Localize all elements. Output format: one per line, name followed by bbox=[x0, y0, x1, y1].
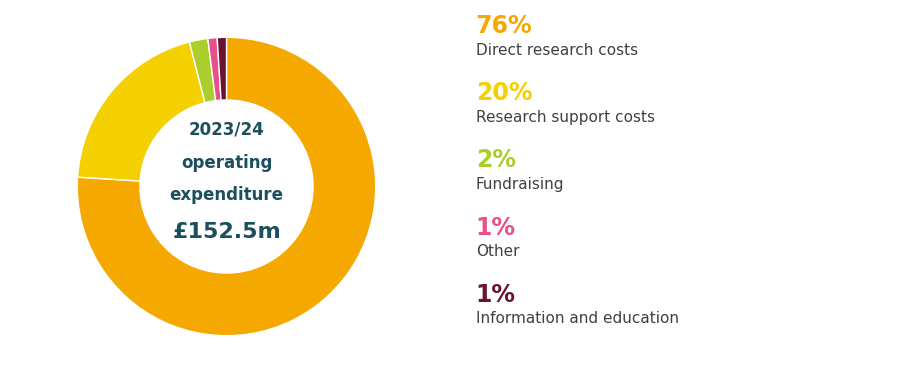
Wedge shape bbox=[77, 37, 376, 336]
Text: £152.5m: £152.5m bbox=[172, 222, 281, 242]
Text: Fundraising: Fundraising bbox=[476, 177, 564, 192]
Wedge shape bbox=[189, 38, 216, 103]
Text: 1%: 1% bbox=[476, 216, 516, 239]
Text: 20%: 20% bbox=[476, 81, 532, 105]
Text: operating: operating bbox=[181, 154, 272, 172]
Text: 2023/24: 2023/24 bbox=[188, 121, 265, 139]
Wedge shape bbox=[207, 38, 221, 101]
Text: 76%: 76% bbox=[476, 14, 533, 38]
Wedge shape bbox=[217, 37, 226, 100]
Wedge shape bbox=[78, 42, 205, 181]
Text: Research support costs: Research support costs bbox=[476, 110, 655, 125]
Text: 1%: 1% bbox=[476, 283, 516, 307]
Text: Information and education: Information and education bbox=[476, 311, 679, 326]
Text: Direct research costs: Direct research costs bbox=[476, 43, 638, 58]
Text: Other: Other bbox=[476, 244, 519, 259]
Text: expenditure: expenditure bbox=[169, 186, 284, 204]
Text: 2%: 2% bbox=[476, 148, 516, 172]
